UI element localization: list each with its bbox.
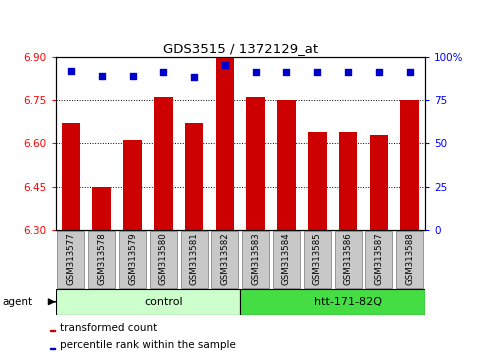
Bar bbox=[308, 132, 327, 230]
Point bbox=[221, 63, 229, 68]
FancyBboxPatch shape bbox=[240, 289, 425, 315]
Text: GSM313588: GSM313588 bbox=[405, 233, 414, 285]
Text: GSM313585: GSM313585 bbox=[313, 233, 322, 285]
FancyBboxPatch shape bbox=[273, 231, 300, 288]
Text: GSM313580: GSM313580 bbox=[159, 233, 168, 285]
Point bbox=[128, 73, 136, 79]
Bar bbox=[369, 135, 388, 230]
Text: agent: agent bbox=[2, 297, 32, 307]
Bar bbox=[185, 123, 203, 230]
FancyBboxPatch shape bbox=[150, 231, 177, 288]
Bar bbox=[277, 100, 296, 230]
Bar bbox=[50, 330, 55, 331]
FancyBboxPatch shape bbox=[181, 231, 208, 288]
Bar bbox=[123, 141, 142, 230]
Text: GSM313581: GSM313581 bbox=[190, 233, 199, 285]
Point bbox=[406, 69, 413, 75]
FancyBboxPatch shape bbox=[57, 231, 85, 288]
Point bbox=[98, 73, 106, 79]
FancyBboxPatch shape bbox=[119, 231, 146, 288]
Point bbox=[313, 69, 321, 75]
Bar bbox=[50, 348, 55, 349]
Text: transformed count: transformed count bbox=[60, 322, 157, 332]
Point bbox=[344, 69, 352, 75]
Text: GSM313586: GSM313586 bbox=[343, 233, 353, 285]
Text: GSM313583: GSM313583 bbox=[251, 233, 260, 285]
Text: GSM313578: GSM313578 bbox=[97, 233, 106, 285]
Text: GSM313579: GSM313579 bbox=[128, 233, 137, 285]
FancyBboxPatch shape bbox=[88, 231, 115, 288]
Bar bbox=[215, 57, 234, 230]
Bar bbox=[62, 123, 80, 230]
FancyBboxPatch shape bbox=[335, 231, 362, 288]
FancyBboxPatch shape bbox=[396, 231, 423, 288]
Text: control: control bbox=[144, 297, 183, 307]
FancyBboxPatch shape bbox=[365, 231, 392, 288]
FancyBboxPatch shape bbox=[56, 289, 240, 315]
Text: percentile rank within the sample: percentile rank within the sample bbox=[60, 341, 236, 350]
Text: GSM313582: GSM313582 bbox=[220, 233, 229, 285]
Text: htt-171-82Q: htt-171-82Q bbox=[314, 297, 382, 307]
Title: GDS3515 / 1372129_at: GDS3515 / 1372129_at bbox=[163, 42, 318, 56]
Point bbox=[190, 75, 198, 80]
Point bbox=[252, 69, 259, 75]
Text: GSM313584: GSM313584 bbox=[282, 233, 291, 285]
Bar bbox=[246, 97, 265, 230]
FancyBboxPatch shape bbox=[304, 231, 331, 288]
FancyBboxPatch shape bbox=[242, 231, 269, 288]
Bar bbox=[154, 97, 172, 230]
Bar bbox=[339, 132, 357, 230]
Point bbox=[67, 68, 75, 73]
Point bbox=[159, 69, 167, 75]
FancyBboxPatch shape bbox=[212, 231, 239, 288]
Bar bbox=[400, 100, 419, 230]
Point bbox=[375, 69, 383, 75]
Text: GSM313587: GSM313587 bbox=[374, 233, 384, 285]
Text: GSM313577: GSM313577 bbox=[67, 233, 75, 285]
Bar bbox=[92, 187, 111, 230]
Point bbox=[283, 69, 290, 75]
